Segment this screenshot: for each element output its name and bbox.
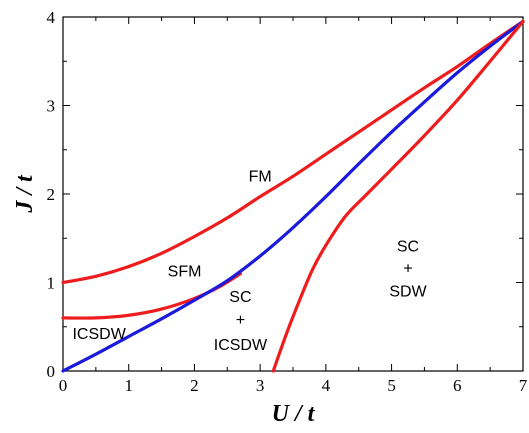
x-tick-label: 6 <box>453 376 462 395</box>
phase-boundaries <box>61 19 525 373</box>
region-labels: FM SFM SC + ICSDW ICSDW SC + SDW <box>72 169 427 354</box>
x-ticks: 0 1 2 3 4 5 6 7 <box>59 17 528 395</box>
region-label: SDW <box>389 284 427 301</box>
region-label: ICSDW <box>214 337 268 354</box>
region-label: SC <box>229 289 251 306</box>
x-axis-title: U / t <box>272 401 316 427</box>
blue-boundary-line-2 <box>61 19 525 373</box>
region-label: FM <box>249 169 272 186</box>
region-label: SFM <box>168 263 202 280</box>
y-tick-label: 3 <box>47 97 56 116</box>
x-tick-label: 2 <box>190 376 199 395</box>
x-tick-label: 7 <box>519 376 528 395</box>
x-tick-label: 3 <box>256 376 265 395</box>
y-tick-label: 4 <box>47 8 56 27</box>
x-tick-label: 5 <box>387 376 396 395</box>
region-label: ICSDW <box>72 326 126 343</box>
x-tick-label: 0 <box>59 376 68 395</box>
red-boundary-line-0 <box>61 19 525 285</box>
region-label: + <box>236 312 245 329</box>
x-tick-label: 1 <box>124 376 133 395</box>
region-label: SC <box>397 239 419 256</box>
x-tick-label: 4 <box>322 376 331 395</box>
y-tick-label: 0 <box>47 362 56 381</box>
red-boundary-line-3 <box>271 19 525 373</box>
region-label: + <box>403 261 412 278</box>
y-axis-title: J / t <box>12 174 38 214</box>
red-boundary-line-1 <box>61 272 243 320</box>
y-ticks: 0 1 2 3 4 <box>47 8 523 381</box>
y-tick-label: 2 <box>47 185 56 204</box>
y-tick-label: 1 <box>47 274 56 293</box>
